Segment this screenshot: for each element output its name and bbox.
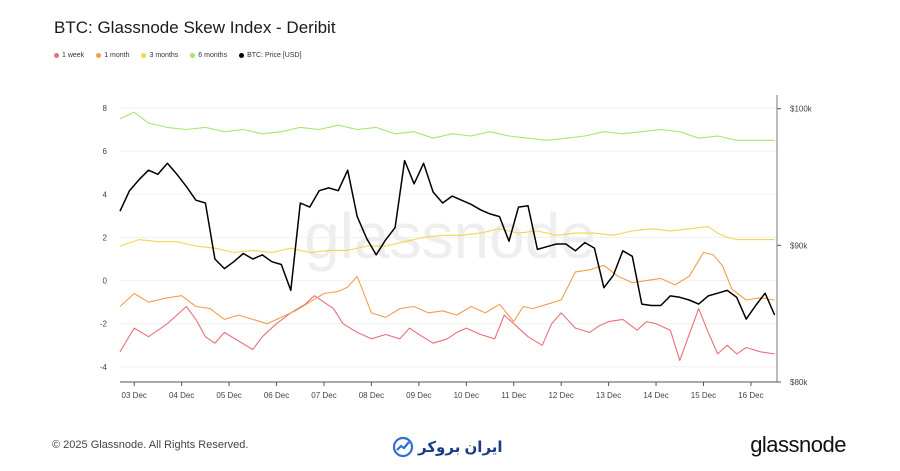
- y-right-tick-label: $80k: [790, 378, 808, 387]
- partner-logo-icon: [392, 436, 414, 458]
- x-tick-label: 12 Dec: [548, 391, 573, 400]
- series-line-1-week: [119, 295, 775, 361]
- legend-item-1-week[interactable]: 1 week: [54, 52, 84, 59]
- y-left-tick-label: 8: [103, 104, 108, 113]
- x-tick-label: 11 Dec: [501, 391, 526, 400]
- legend-label: 3 months: [149, 52, 179, 59]
- y-right-tick-label: $90k: [790, 241, 808, 250]
- legend-dot: [54, 53, 59, 58]
- glassnode-logo[interactable]: glassnode: [750, 432, 846, 457]
- x-tick-label: 10 Dec: [454, 391, 479, 400]
- legend-label: 1 month: [104, 52, 130, 59]
- y-left-tick-label: 6: [103, 147, 108, 156]
- legend-dot: [96, 53, 102, 58]
- legend-label: BTC: Price [USD]: [247, 52, 302, 59]
- partner-logo-text: ایران بروکر: [418, 439, 503, 456]
- x-tick-label: 15 Dec: [691, 391, 716, 400]
- x-tick-label: 06 Dec: [264, 391, 289, 400]
- y-left-tick-label: 0: [103, 277, 108, 286]
- chart-watermark: glassnode: [304, 200, 596, 272]
- partner-logo[interactable]: ایران بروکر: [392, 436, 503, 458]
- chart-grid: [120, 107, 777, 368]
- legend-item-3-months[interactable]: 3 months: [141, 52, 178, 59]
- legend-item-6-months[interactable]: 6 months: [190, 52, 227, 59]
- legend-dot: [141, 53, 147, 58]
- y-left-tick-label: -4: [100, 363, 108, 372]
- x-tick-label: 03 Dec: [122, 391, 147, 400]
- series-line-1-month: [119, 251, 775, 325]
- y-left-tick-label: 4: [103, 190, 108, 199]
- x-tick-label: 14 Dec: [643, 391, 668, 400]
- chart-axes: 8 6 4 2 0 -2 -4 $100k $90k $80k 03 Dec 04 Dec 05 Dec…: [100, 95, 813, 400]
- legend-item-1-month[interactable]: 1 month: [96, 52, 129, 59]
- series-line-3-months: [119, 226, 775, 254]
- series-line-btc-price-usd: [119, 159, 776, 320]
- legend-dot: [239, 53, 245, 58]
- y-left-tick-label: 2: [103, 233, 108, 242]
- series-line-6-months: [119, 111, 775, 141]
- legend-label: 1 week: [62, 52, 85, 59]
- legend-dot: [190, 53, 196, 58]
- chart-legend: 1 week 1 month 3 months 6 months BTC: Pr…: [54, 52, 302, 59]
- x-tick-label: 13 Dec: [596, 391, 621, 400]
- x-tick-label: 04 Dec: [169, 391, 194, 400]
- x-tick-label: 09 Dec: [406, 391, 431, 400]
- x-tick-label: 16 Dec: [738, 391, 763, 400]
- x-tick-label: 05 Dec: [216, 391, 241, 400]
- x-tick-label: 07 Dec: [311, 391, 336, 400]
- y-right-tick-label: $100k: [790, 105, 813, 114]
- legend-label: 6 months: [198, 52, 228, 59]
- x-tick-label: 08 Dec: [359, 391, 384, 400]
- y-left-tick-label: -2: [100, 320, 108, 329]
- chart-series-layer: [119, 111, 776, 361]
- chart-title: BTC: Glassnode Skew Index - Deribit: [54, 18, 336, 37]
- legend-item-btc-price[interactable]: BTC: Price [USD]: [239, 52, 302, 59]
- copyright-text: © 2025 Glassnode. All Rights Reserved.: [52, 439, 249, 451]
